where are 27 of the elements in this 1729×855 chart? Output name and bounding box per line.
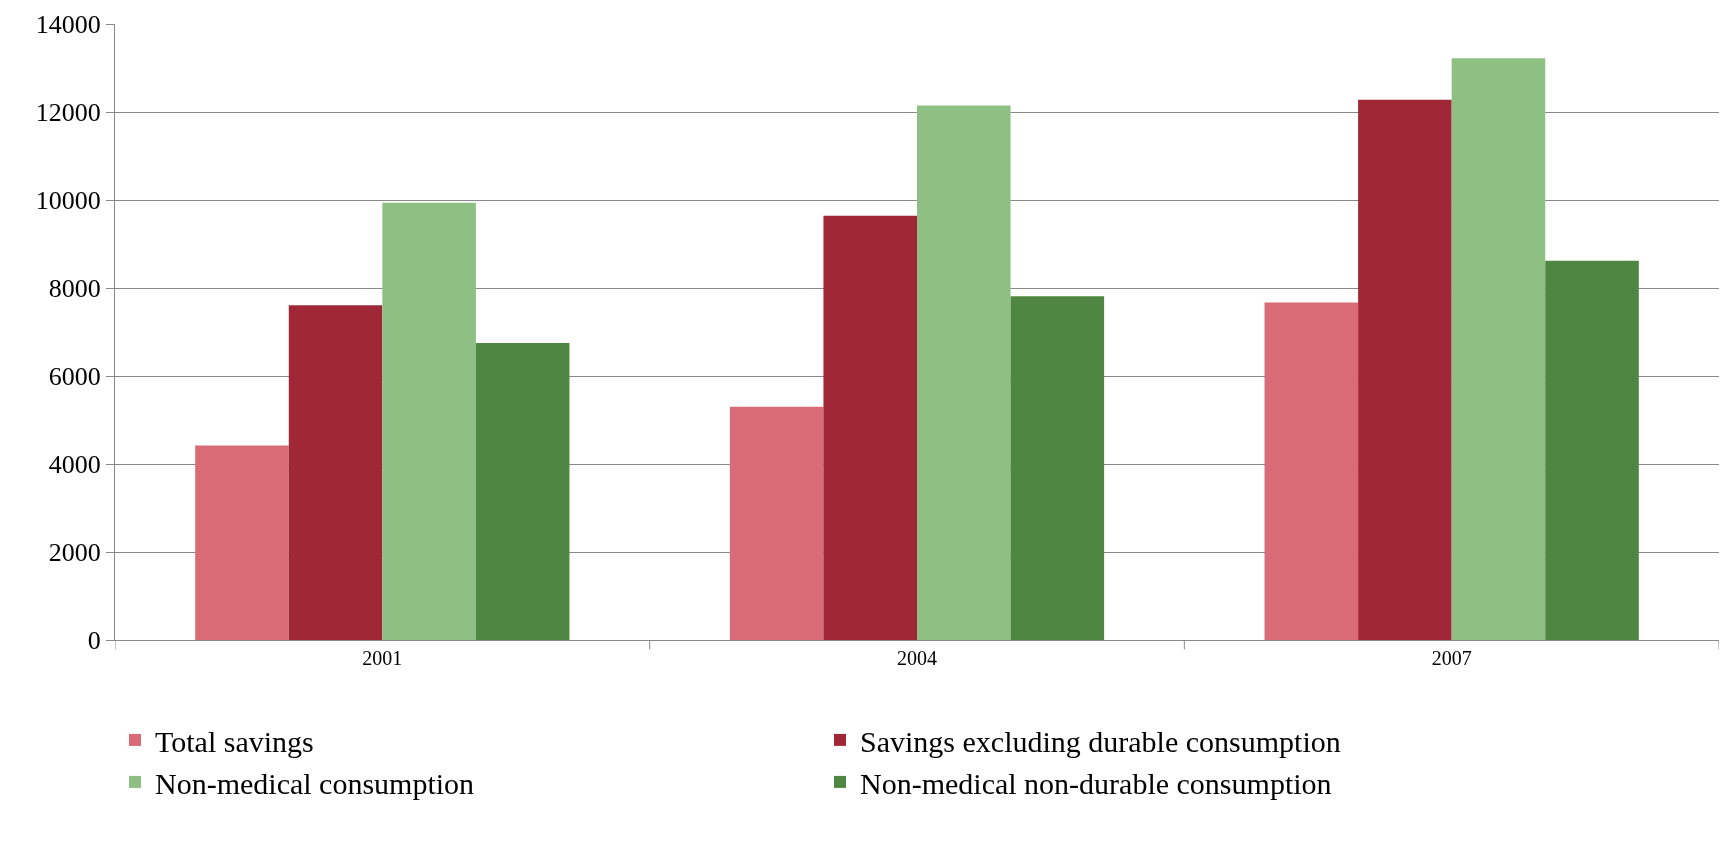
x-tick-label: 2001	[362, 647, 403, 669]
y-tick-label: 14000	[35, 10, 101, 40]
y-tick-label: 6000	[48, 362, 101, 392]
bar	[729, 406, 824, 640]
y-tick-label: 12000	[35, 98, 101, 128]
y-tick-label: 2000	[48, 538, 101, 568]
bar	[1545, 260, 1639, 640]
bar	[1010, 296, 1105, 640]
bar	[475, 343, 570, 640]
y-tick-label: 4000	[48, 450, 101, 480]
legend-label: Non-medical non-durable consumption	[860, 766, 1332, 800]
legend-label: Savings excluding durable consumption	[860, 724, 1341, 758]
y-tick-label: 8000	[48, 274, 101, 304]
bar	[382, 202, 476, 640]
bar	[1451, 58, 1546, 640]
y-tick-label: 10000	[35, 186, 101, 216]
x-tick-label: 2004	[897, 647, 937, 669]
bar	[917, 105, 1011, 640]
bar	[1264, 302, 1359, 640]
bar	[823, 215, 917, 640]
bar	[288, 305, 383, 640]
y-tick-label: 0	[87, 626, 101, 656]
legend-label: Non-medical consumption	[155, 766, 475, 800]
bar	[1358, 99, 1452, 640]
legend-label: Total savings	[155, 724, 314, 758]
x-tick-label: 2007	[1431, 647, 1472, 669]
bar	[195, 445, 289, 640]
